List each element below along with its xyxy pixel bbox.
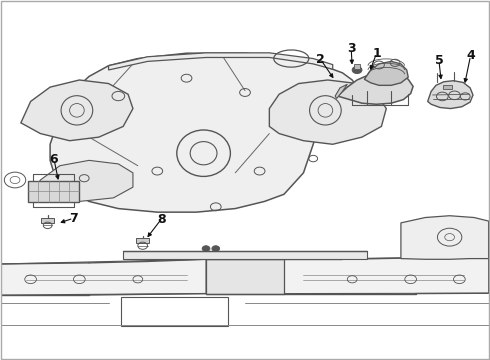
- Circle shape: [352, 66, 362, 73]
- Bar: [443, 85, 452, 89]
- Circle shape: [202, 246, 210, 251]
- Polygon shape: [109, 53, 333, 70]
- Polygon shape: [338, 71, 413, 104]
- Polygon shape: [35, 160, 133, 202]
- Bar: [136, 238, 149, 243]
- Polygon shape: [21, 80, 133, 141]
- Polygon shape: [335, 84, 347, 99]
- Polygon shape: [50, 53, 357, 212]
- Polygon shape: [284, 257, 489, 294]
- Polygon shape: [401, 216, 489, 259]
- Bar: [28, 181, 79, 202]
- Circle shape: [212, 246, 220, 251]
- Polygon shape: [270, 80, 386, 144]
- Text: 1: 1: [372, 47, 381, 60]
- Polygon shape: [206, 259, 284, 294]
- Text: 8: 8: [157, 213, 166, 226]
- Bar: [121, 297, 228, 326]
- Polygon shape: [1, 259, 206, 295]
- Polygon shape: [365, 62, 408, 85]
- Bar: [354, 64, 360, 69]
- Text: 2: 2: [316, 53, 325, 66]
- Text: 5: 5: [435, 54, 443, 67]
- Text: 4: 4: [466, 49, 475, 62]
- Bar: [41, 218, 54, 222]
- Polygon shape: [123, 251, 367, 259]
- Text: 6: 6: [49, 153, 58, 166]
- Polygon shape: [428, 81, 473, 109]
- Text: 3: 3: [347, 42, 356, 55]
- Text: 7: 7: [69, 212, 78, 225]
